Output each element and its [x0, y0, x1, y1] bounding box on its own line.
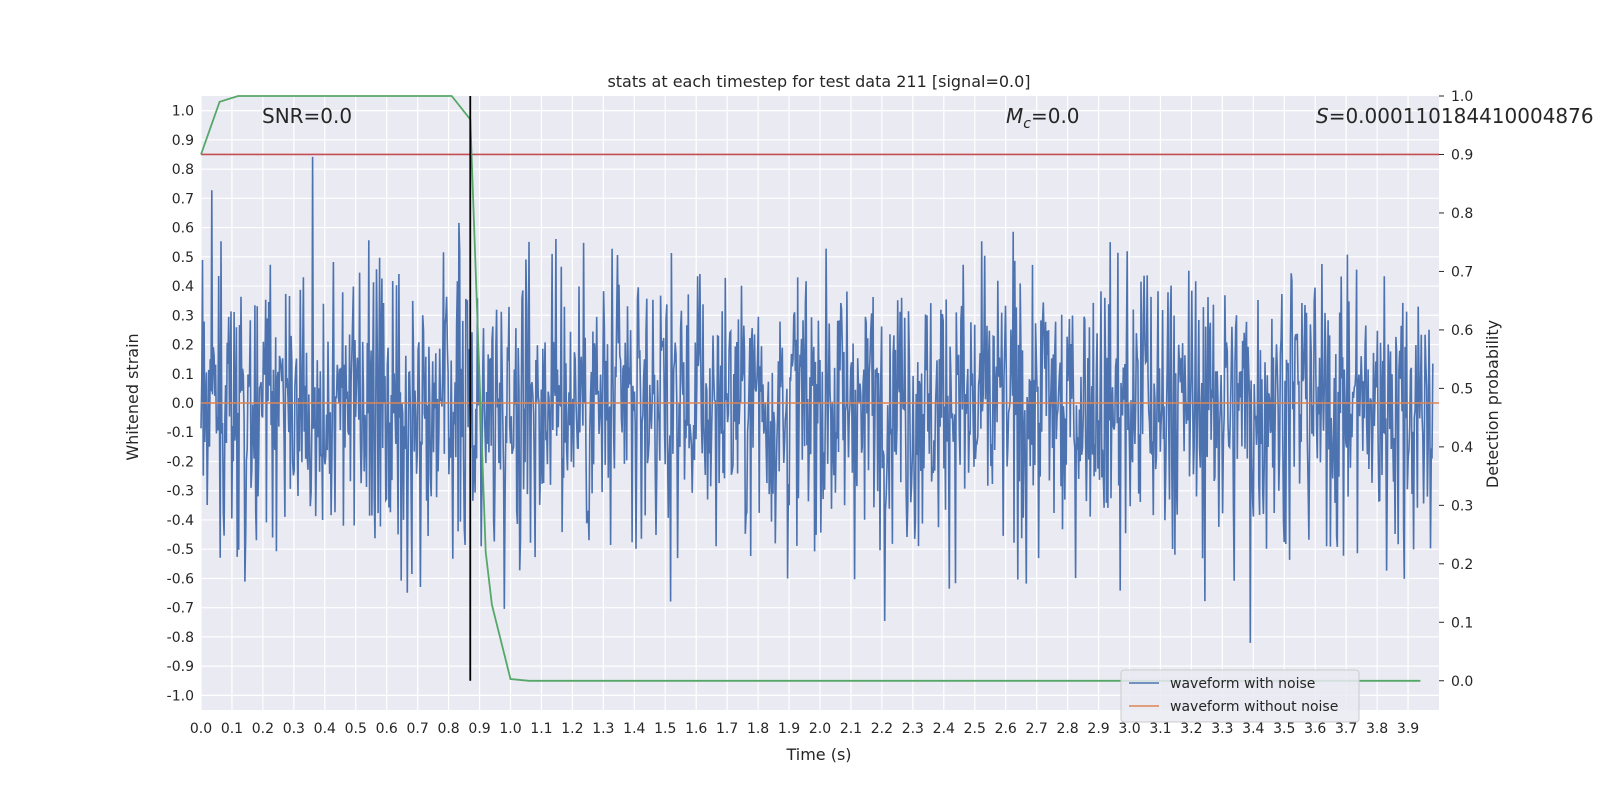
x-tick-label: 3.2 [1180, 721, 1202, 737]
mc-subscript: c [1023, 116, 1031, 132]
y2-tick-label: 1.0 [1451, 89, 1473, 105]
y2-tick-label: 0.9 [1451, 147, 1473, 163]
x-tick-label: 1.5 [654, 721, 676, 737]
y-tick-label: 0.7 [172, 191, 194, 207]
x-tick-label: 1.3 [592, 721, 614, 737]
y2-axis-label: Detection probability [1483, 320, 1502, 488]
y2-tick-label: 0.0 [1451, 674, 1473, 690]
x-tick-label: 1.8 [747, 721, 769, 737]
x-tick-label: 3.3 [1211, 721, 1233, 737]
x-tick-label: 0.1 [221, 721, 243, 737]
x-tick-label: 0.3 [283, 721, 305, 737]
chart-title: stats at each timestep for test data 211… [607, 72, 1030, 91]
y2-tick-label: 0.1 [1451, 615, 1473, 631]
y-tick-label: 0.3 [172, 308, 194, 324]
snr-annotation: SNR=0.0 [262, 104, 352, 128]
x-tick-label: 2.7 [1026, 721, 1048, 737]
y-tick-label: -1.0 [167, 688, 194, 704]
y2-axis-ticks: 1.0 0.9 0.8 0.7 0.6 0.5 0.4 0.3 0.2 0.1 0.0 [1439, 89, 1473, 690]
x-axis-ticks: 0.0 0.1 0.2 0.3 0.4 0.5 0.6 0.7 0.8 0.9 1.0 1.1 1.2 1… [190, 721, 1419, 737]
s-symbol: S [1316, 104, 1329, 128]
y-tick-label: 0.1 [172, 367, 194, 383]
y-tick-label: -0.6 [167, 571, 194, 587]
x-tick-label: 3.8 [1366, 721, 1388, 737]
x-tick-label: 2.9 [1087, 721, 1109, 737]
x-tick-label: 1.9 [778, 721, 800, 737]
x-tick-label: 1.1 [530, 721, 552, 737]
mc-annotation: Mc=0.0 [1006, 104, 1080, 132]
y-axis-label: Whitened strain [123, 333, 142, 460]
x-tick-label: 0.2 [252, 721, 274, 737]
y2-tick-label: 0.4 [1451, 440, 1473, 456]
x-tick-label: 3.1 [1149, 721, 1171, 737]
x-tick-label: 0.5 [345, 721, 367, 737]
legend-label-clean: waveform without noise [1170, 699, 1338, 715]
noisy-waveform-line [200, 156, 1434, 643]
legend-label-noise: waveform with noise [1170, 676, 1315, 692]
y2-tick-label: 0.6 [1451, 323, 1473, 339]
x-tick-label: 0.0 [190, 721, 212, 737]
y-tick-label: 0.8 [172, 162, 194, 178]
data-layer [200, 95, 1439, 682]
y2-tick-label: 0.3 [1451, 498, 1473, 514]
y-tick-label: 1.0 [172, 104, 194, 120]
y-tick-label: -0.8 [167, 630, 194, 646]
x-tick-label: 0.8 [437, 721, 459, 737]
y-tick-label: 0.4 [172, 279, 194, 295]
x-tick-label: 2.4 [933, 721, 955, 737]
x-tick-label: 2.2 [871, 721, 893, 737]
y2-tick-label: 0.5 [1451, 381, 1473, 397]
s-value: =0.000110184410004876 [1329, 104, 1594, 128]
x-tick-label: 1.4 [623, 721, 645, 737]
x-tick-label: 2.1 [840, 721, 862, 737]
x-tick-label: 2.0 [809, 721, 831, 737]
mc-value: =0.0 [1031, 104, 1080, 128]
legend: waveform with noise waveform without noi… [1120, 669, 1360, 723]
x-tick-label: 1.2 [561, 721, 583, 737]
y-tick-label: 0.6 [172, 221, 194, 237]
x-tick-label: 2.6 [995, 721, 1017, 737]
y-tick-label: -0.5 [167, 542, 194, 558]
detection-probability-line [200, 95, 1421, 682]
x-tick-label: 3.5 [1273, 721, 1295, 737]
y-tick-label: -0.9 [167, 659, 194, 675]
x-tick-label: 0.4 [314, 721, 336, 737]
x-axis-label: Time (s) [785, 745, 851, 764]
legend-box [1120, 669, 1360, 723]
x-tick-label: 3.0 [1118, 721, 1140, 737]
x-tick-label: 2.8 [1056, 721, 1078, 737]
x-tick-label: 1.6 [685, 721, 707, 737]
x-tick-label: 2.5 [964, 721, 986, 737]
x-tick-label: 1.0 [499, 721, 521, 737]
y-tick-label: -0.3 [167, 484, 194, 500]
y-axis-ticks: 1.0 0.9 0.8 0.7 0.6 0.5 0.4 0.3 0.2 0.1 0.0 -0.1 -0.… [167, 104, 194, 705]
x-tick-label: 3.7 [1335, 721, 1357, 737]
y-tick-label: 0.5 [172, 250, 194, 266]
y-tick-label: -0.2 [167, 454, 194, 470]
y2-tick-label: 0.7 [1451, 264, 1473, 280]
x-tick-label: 2.3 [902, 721, 924, 737]
x-tick-label: 0.7 [407, 721, 429, 737]
x-tick-label: 3.4 [1242, 721, 1264, 737]
y-tick-label: -0.1 [167, 425, 194, 441]
x-tick-label: 3.9 [1397, 721, 1419, 737]
y2-tick-label: 0.2 [1451, 557, 1473, 573]
y2-tick-label: 0.8 [1451, 206, 1473, 222]
y-tick-label: -0.7 [167, 601, 194, 617]
x-tick-label: 0.6 [376, 721, 398, 737]
mc-symbol: M [1006, 104, 1023, 128]
s-annotation: S=0.000110184410004876 [1316, 104, 1594, 128]
y-tick-label: 0.2 [172, 338, 194, 354]
x-tick-label: 3.6 [1304, 721, 1326, 737]
x-tick-label: 1.7 [716, 721, 738, 737]
y-tick-label: 0.9 [172, 133, 194, 149]
y-tick-label: -0.4 [167, 513, 194, 529]
x-tick-label: 0.9 [468, 721, 490, 737]
y-tick-label: 0.0 [172, 396, 194, 412]
